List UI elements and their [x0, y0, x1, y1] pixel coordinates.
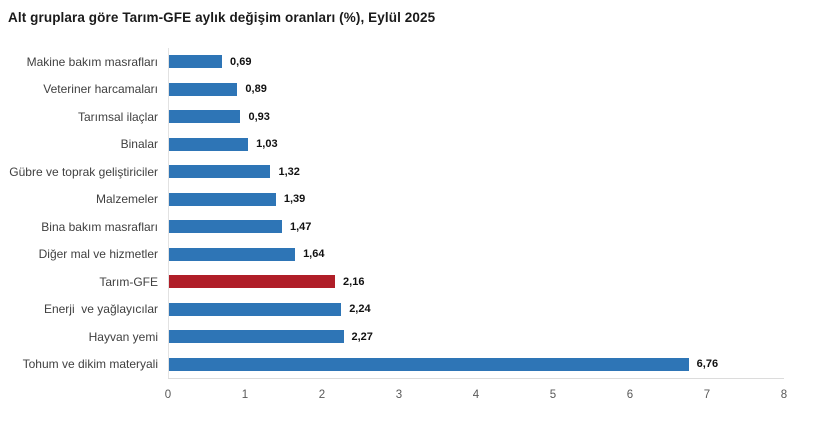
bar-row: Hayvan yemi 2,27: [0, 323, 784, 351]
bar-track: 0,93: [168, 103, 784, 131]
bar: [169, 55, 223, 69]
category-label: Binalar: [120, 137, 158, 152]
category-label: Gübre ve toprak geliştiriciler: [9, 164, 158, 179]
category-label: Diğer mal ve hizmetler: [38, 247, 158, 262]
bar: [169, 302, 342, 316]
x-tick-label: 2: [318, 389, 326, 401]
category-label: Veteriner harcamaları: [43, 82, 158, 97]
x-tick-label: 3: [395, 389, 403, 401]
bar: [169, 247, 296, 261]
value-label: 0,93: [248, 110, 270, 123]
x-tick-label: 5: [549, 389, 557, 401]
bar-track: 1,64: [168, 240, 784, 268]
category-label: Enerji ve yağlayıcılar: [43, 302, 158, 317]
bar-row: Tarımsal ilaçlar 0,93: [0, 103, 784, 131]
bar: [169, 192, 276, 206]
bar-track: 2,27: [168, 323, 784, 351]
bar: [169, 110, 241, 124]
x-tick-label: 1: [241, 389, 249, 401]
x-tick-label: 4: [472, 389, 480, 401]
value-label: 1,47: [290, 220, 312, 233]
value-label: 2,24: [349, 303, 371, 316]
bar-highlight: [169, 275, 336, 289]
bar-track: 1,03: [168, 130, 784, 158]
value-label: 0,89: [245, 83, 267, 96]
value-label: 2,27: [351, 330, 373, 343]
category-label: Hayvan yemi: [88, 329, 158, 344]
value-label: 1,32: [278, 165, 300, 178]
category-label: Makine bakım masrafları: [26, 54, 158, 69]
bar-track: 2,24: [168, 295, 784, 323]
bar-row: Diğer mal ve hizmetler 1,64: [0, 240, 784, 268]
category-label: Tohum ve dikim materyali: [22, 357, 158, 372]
value-label: 1,39: [283, 193, 306, 206]
bar-row: Malzemeler 1,39: [0, 185, 784, 213]
bar-row: Veteriner harcamaları 0,89: [0, 75, 784, 103]
value-label: 0,69: [230, 55, 252, 68]
category-label: Tarım-GFE: [99, 274, 158, 289]
bar-track: 1,47: [168, 213, 784, 241]
bar-track: 0,89: [168, 75, 784, 103]
bar: [169, 220, 282, 234]
bar-row: Bina bakım masrafları 1,47: [0, 213, 784, 241]
bar-track: 6,76: [168, 350, 784, 378]
bar-row: Tarım-GFE 2,16: [0, 268, 784, 296]
bar-row: Tohum ve dikim materyali 6,76: [0, 350, 784, 378]
bar-track: 0,69: [168, 48, 784, 76]
bar: [169, 165, 271, 179]
category-label: Bina bakım masrafları: [41, 219, 158, 234]
value-label: 1,64: [303, 248, 325, 261]
bar-row: Gübre ve toprak geliştiriciler 1,32: [0, 158, 784, 186]
bar-row: Binalar 1,03: [0, 130, 784, 158]
bar: [169, 330, 344, 344]
bar: [169, 82, 238, 96]
x-tick-label: 8: [780, 389, 788, 401]
bar: [169, 137, 249, 151]
value-label: 1,03: [256, 138, 278, 151]
bar-track: 2,16: [168, 268, 784, 296]
value-label: 2,16: [343, 275, 365, 288]
category-label: Malzemeler: [95, 192, 158, 207]
bar-chart-plot-area: Makine bakım masrafları 0,69 Veteriner har…: [0, 48, 784, 378]
x-tick-label: 7: [703, 389, 711, 401]
bar-track: 1,39: [168, 185, 784, 213]
x-axis: 0 1 2 3 4 5 6 7 8: [164, 378, 788, 405]
bar-row: Makine bakım masrafları 0,69: [0, 48, 784, 76]
value-label: 6,76: [696, 358, 719, 371]
bar-track: 1,32: [168, 158, 784, 186]
x-tick-label: 6: [626, 389, 634, 401]
category-label: Tarımsal ilaçlar: [77, 109, 158, 124]
bar: [169, 357, 689, 371]
bar-row: Enerji ve yağlayıcılar 2,24: [0, 295, 784, 323]
x-tick-label: 0: [164, 389, 172, 401]
chart-title: Alt gruplara göre Tarım-GFE aylık değişi…: [8, 10, 436, 25]
